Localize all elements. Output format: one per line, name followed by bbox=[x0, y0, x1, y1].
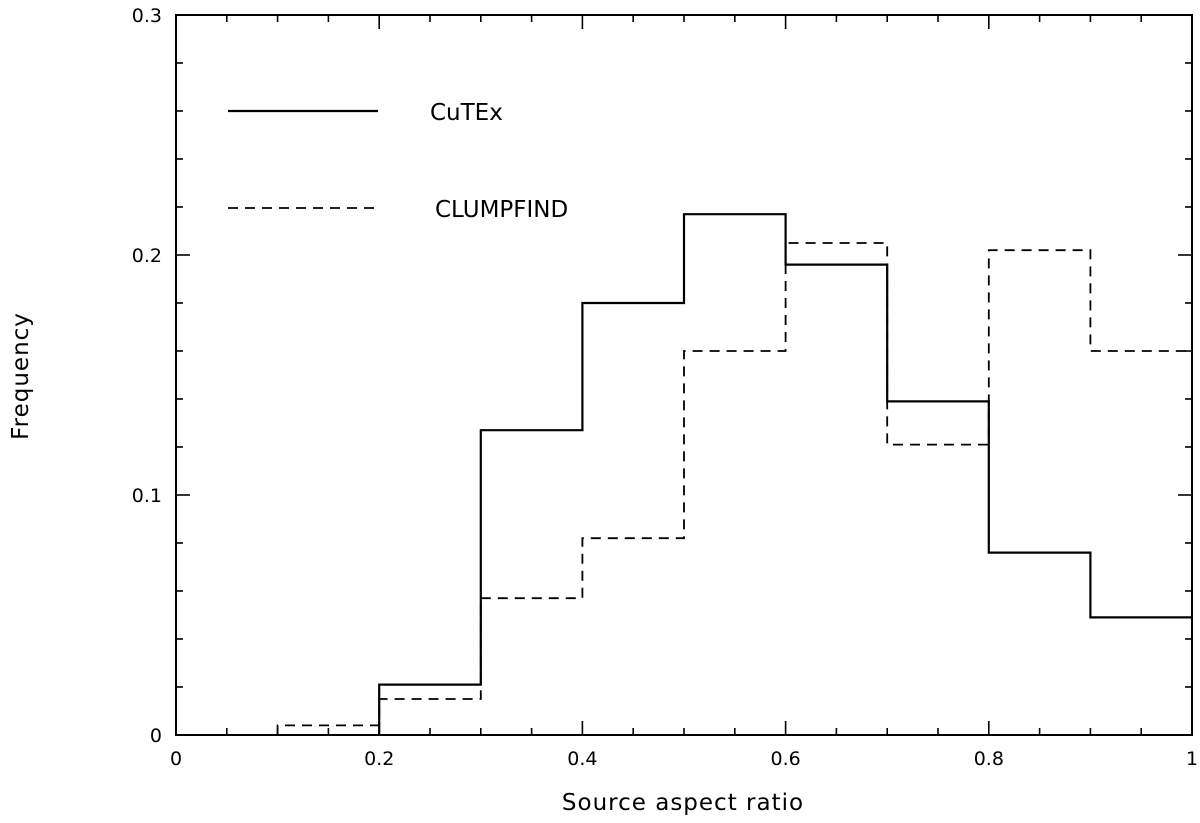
series-layer bbox=[276, 213, 1192, 735]
x-tick-label: 0 bbox=[170, 748, 182, 770]
x-tick-label: 0.8 bbox=[974, 748, 1004, 770]
y-tick-label: 0.1 bbox=[132, 485, 162, 507]
y-tick-label: 0 bbox=[150, 725, 162, 747]
axis-ticks: 0 0.2 0.4 0.6 0.8 1 0 0.1 0.2 0.3 bbox=[132, 5, 1198, 770]
series-line-cutex bbox=[378, 213, 1192, 735]
legend-label-cutex: CuTEx bbox=[430, 100, 503, 126]
series-line-clumpfind bbox=[276, 242, 1192, 735]
y-tick-label: 0.2 bbox=[132, 245, 162, 267]
x-tick-label: 0.6 bbox=[770, 748, 800, 770]
legend: CuTEx CLUMPFIND bbox=[228, 100, 568, 223]
x-tick-label: 0.2 bbox=[364, 748, 394, 770]
y-tick-label: 0.3 bbox=[132, 5, 162, 27]
x-tick-label: 1 bbox=[1186, 748, 1198, 770]
legend-label-clumpfind: CLUMPFIND bbox=[435, 197, 568, 223]
x-tick-label: 0.4 bbox=[567, 748, 597, 770]
y-axis-title: Frequency bbox=[8, 312, 34, 440]
x-axis-title: Source aspect ratio bbox=[562, 790, 804, 816]
